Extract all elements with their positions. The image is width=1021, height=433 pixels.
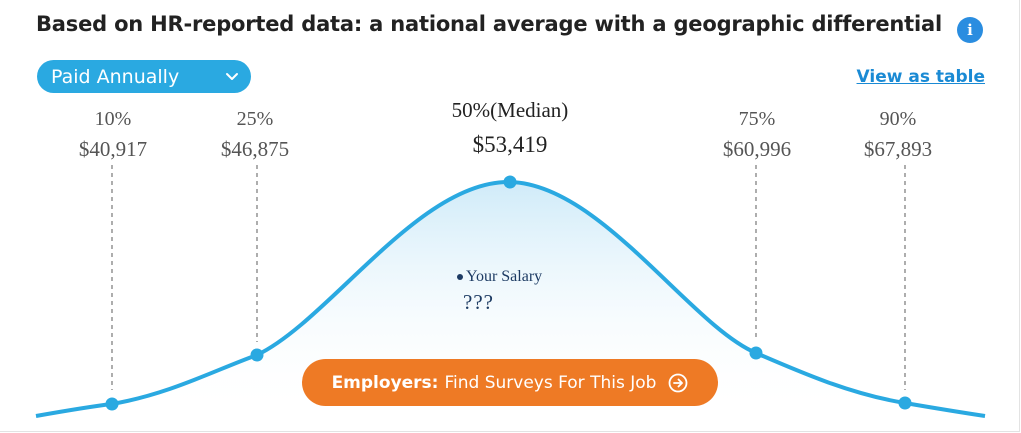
- dot-icon: [457, 274, 463, 281]
- percentile-label: 10%: [94, 108, 132, 130]
- percentile-50-median: 50%(Median) $53,419: [430, 98, 590, 158]
- percentile-value: $60,996: [722, 137, 792, 161]
- your-salary-marker: Your Salary ???: [457, 268, 543, 314]
- pay-period-select[interactable]: Paid Annually: [37, 60, 251, 93]
- percentile-90: 90% $67,893: [818, 108, 978, 162]
- percentile-value: $53,419: [472, 132, 548, 157]
- percentile-10: 10% $40,917: [33, 108, 193, 162]
- percentile-75: 75% $60,996: [677, 108, 837, 162]
- percentile-label: 90%: [879, 108, 917, 130]
- percentile-point-50[interactable]: [503, 175, 517, 189]
- pay-period-label: Paid Annually: [51, 65, 180, 88]
- curve-fill-area: [36, 181, 985, 416]
- info-icon[interactable]: i: [957, 17, 983, 43]
- find-surveys-button[interactable]: Employers: Find Surveys For This Job: [302, 359, 718, 406]
- percentile-point-10[interactable]: [105, 397, 119, 411]
- view-as-table-link[interactable]: View as table: [856, 67, 985, 87]
- cta-label: Find Surveys For This Job: [444, 372, 657, 393]
- your-salary-label: Your Salary: [466, 268, 543, 285]
- arrow-right-circle-icon: [669, 373, 688, 392]
- percentile-value: $46,875: [220, 137, 290, 161]
- percentile-point-25[interactable]: [250, 348, 264, 362]
- percentile-value: $40,917: [78, 137, 148, 161]
- chevron-down-icon: [226, 73, 238, 80]
- cta-bold-label: Employers:: [331, 372, 439, 393]
- page-title: Based on HR-reported data: a national av…: [36, 12, 942, 36]
- percentile-point-75[interactable]: [749, 346, 763, 360]
- your-salary-value: ???: [463, 290, 494, 314]
- percentile-label: 50%(Median): [451, 98, 569, 122]
- percentile-25: 25% $46,875: [175, 108, 335, 162]
- percentile-label: 25%: [236, 108, 274, 130]
- percentile-point-90[interactable]: [898, 396, 912, 410]
- percentile-value: $67,893: [863, 137, 933, 161]
- percentile-label: 75%: [738, 108, 776, 130]
